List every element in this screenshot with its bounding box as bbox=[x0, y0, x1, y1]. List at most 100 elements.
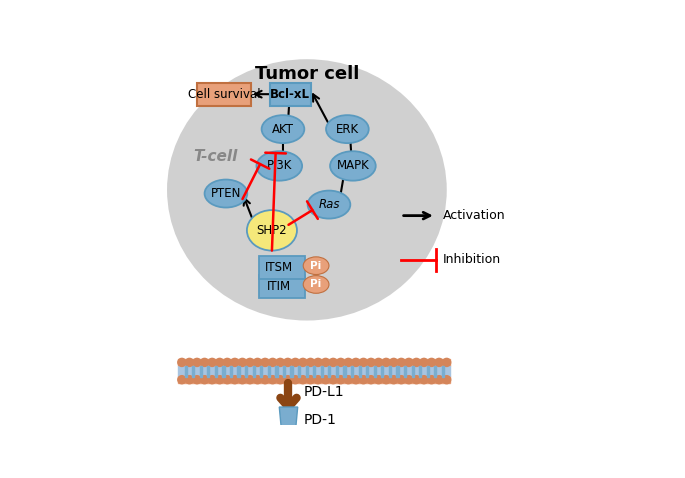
Circle shape bbox=[321, 376, 329, 384]
Circle shape bbox=[299, 358, 307, 367]
Circle shape bbox=[352, 358, 360, 367]
FancyBboxPatch shape bbox=[245, 366, 247, 377]
Ellipse shape bbox=[330, 151, 376, 181]
FancyBboxPatch shape bbox=[199, 366, 202, 377]
Circle shape bbox=[261, 376, 269, 384]
FancyBboxPatch shape bbox=[382, 366, 384, 377]
Circle shape bbox=[420, 358, 428, 367]
Circle shape bbox=[223, 376, 232, 384]
Circle shape bbox=[246, 376, 254, 384]
Ellipse shape bbox=[247, 210, 297, 250]
Circle shape bbox=[367, 376, 375, 384]
Circle shape bbox=[382, 358, 390, 367]
Ellipse shape bbox=[167, 59, 447, 321]
Circle shape bbox=[345, 358, 352, 367]
Circle shape bbox=[345, 376, 352, 384]
FancyBboxPatch shape bbox=[259, 274, 305, 298]
Text: PD-1: PD-1 bbox=[303, 413, 336, 427]
FancyBboxPatch shape bbox=[343, 366, 346, 377]
Circle shape bbox=[253, 358, 262, 367]
Circle shape bbox=[284, 358, 292, 367]
Circle shape bbox=[216, 358, 224, 367]
Circle shape bbox=[314, 376, 322, 384]
Circle shape bbox=[208, 358, 216, 367]
Text: T-cell: T-cell bbox=[192, 149, 237, 164]
Text: AKT: AKT bbox=[272, 123, 294, 136]
FancyBboxPatch shape bbox=[374, 366, 376, 377]
FancyBboxPatch shape bbox=[366, 366, 369, 377]
FancyBboxPatch shape bbox=[178, 366, 451, 377]
Circle shape bbox=[299, 376, 307, 384]
Text: Pi: Pi bbox=[310, 261, 322, 271]
Ellipse shape bbox=[303, 257, 329, 274]
Text: Activation: Activation bbox=[443, 209, 506, 222]
Circle shape bbox=[186, 376, 193, 384]
Circle shape bbox=[208, 376, 216, 384]
FancyBboxPatch shape bbox=[178, 377, 451, 383]
Circle shape bbox=[390, 358, 398, 367]
Circle shape bbox=[360, 358, 367, 367]
FancyBboxPatch shape bbox=[397, 366, 399, 377]
Text: SHP2: SHP2 bbox=[257, 224, 287, 237]
Circle shape bbox=[223, 358, 232, 367]
Circle shape bbox=[420, 376, 428, 384]
Circle shape bbox=[178, 376, 186, 384]
FancyBboxPatch shape bbox=[442, 366, 444, 377]
Circle shape bbox=[276, 376, 284, 384]
Ellipse shape bbox=[256, 151, 302, 181]
FancyBboxPatch shape bbox=[178, 359, 451, 366]
FancyBboxPatch shape bbox=[268, 366, 270, 377]
Circle shape bbox=[337, 358, 345, 367]
Circle shape bbox=[397, 358, 406, 367]
FancyBboxPatch shape bbox=[336, 366, 338, 377]
Text: PD-L1: PD-L1 bbox=[303, 385, 344, 399]
FancyBboxPatch shape bbox=[358, 366, 361, 377]
Text: Pi: Pi bbox=[310, 280, 322, 290]
Ellipse shape bbox=[205, 180, 247, 207]
FancyBboxPatch shape bbox=[351, 366, 353, 377]
FancyBboxPatch shape bbox=[412, 366, 414, 377]
FancyBboxPatch shape bbox=[290, 366, 292, 377]
Circle shape bbox=[269, 376, 277, 384]
FancyBboxPatch shape bbox=[313, 366, 315, 377]
Circle shape bbox=[193, 376, 201, 384]
Circle shape bbox=[390, 376, 398, 384]
Circle shape bbox=[435, 376, 443, 384]
Circle shape bbox=[321, 358, 329, 367]
Circle shape bbox=[246, 358, 254, 367]
Circle shape bbox=[201, 358, 209, 367]
FancyBboxPatch shape bbox=[419, 366, 421, 377]
FancyBboxPatch shape bbox=[238, 366, 240, 377]
FancyBboxPatch shape bbox=[208, 366, 210, 377]
FancyBboxPatch shape bbox=[434, 366, 436, 377]
Circle shape bbox=[427, 376, 436, 384]
Text: ITSM: ITSM bbox=[264, 261, 292, 274]
FancyBboxPatch shape bbox=[404, 366, 406, 377]
Ellipse shape bbox=[303, 276, 329, 293]
Ellipse shape bbox=[308, 191, 350, 218]
Circle shape bbox=[375, 358, 383, 367]
Circle shape bbox=[427, 358, 436, 367]
Circle shape bbox=[231, 358, 239, 367]
Ellipse shape bbox=[262, 115, 304, 143]
FancyBboxPatch shape bbox=[389, 366, 391, 377]
Circle shape bbox=[238, 358, 247, 367]
FancyBboxPatch shape bbox=[328, 366, 330, 377]
Circle shape bbox=[261, 358, 269, 367]
FancyBboxPatch shape bbox=[298, 366, 300, 377]
FancyBboxPatch shape bbox=[230, 366, 232, 377]
Circle shape bbox=[435, 358, 443, 367]
Text: PI3K: PI3K bbox=[266, 160, 292, 173]
Circle shape bbox=[306, 358, 314, 367]
Circle shape bbox=[412, 376, 421, 384]
Circle shape bbox=[284, 376, 292, 384]
Circle shape bbox=[329, 376, 337, 384]
Circle shape bbox=[360, 376, 367, 384]
Circle shape bbox=[314, 358, 322, 367]
Text: ERK: ERK bbox=[336, 123, 359, 136]
FancyBboxPatch shape bbox=[215, 366, 217, 377]
Circle shape bbox=[375, 376, 383, 384]
FancyBboxPatch shape bbox=[427, 366, 429, 377]
FancyBboxPatch shape bbox=[184, 366, 187, 377]
Circle shape bbox=[178, 358, 186, 367]
